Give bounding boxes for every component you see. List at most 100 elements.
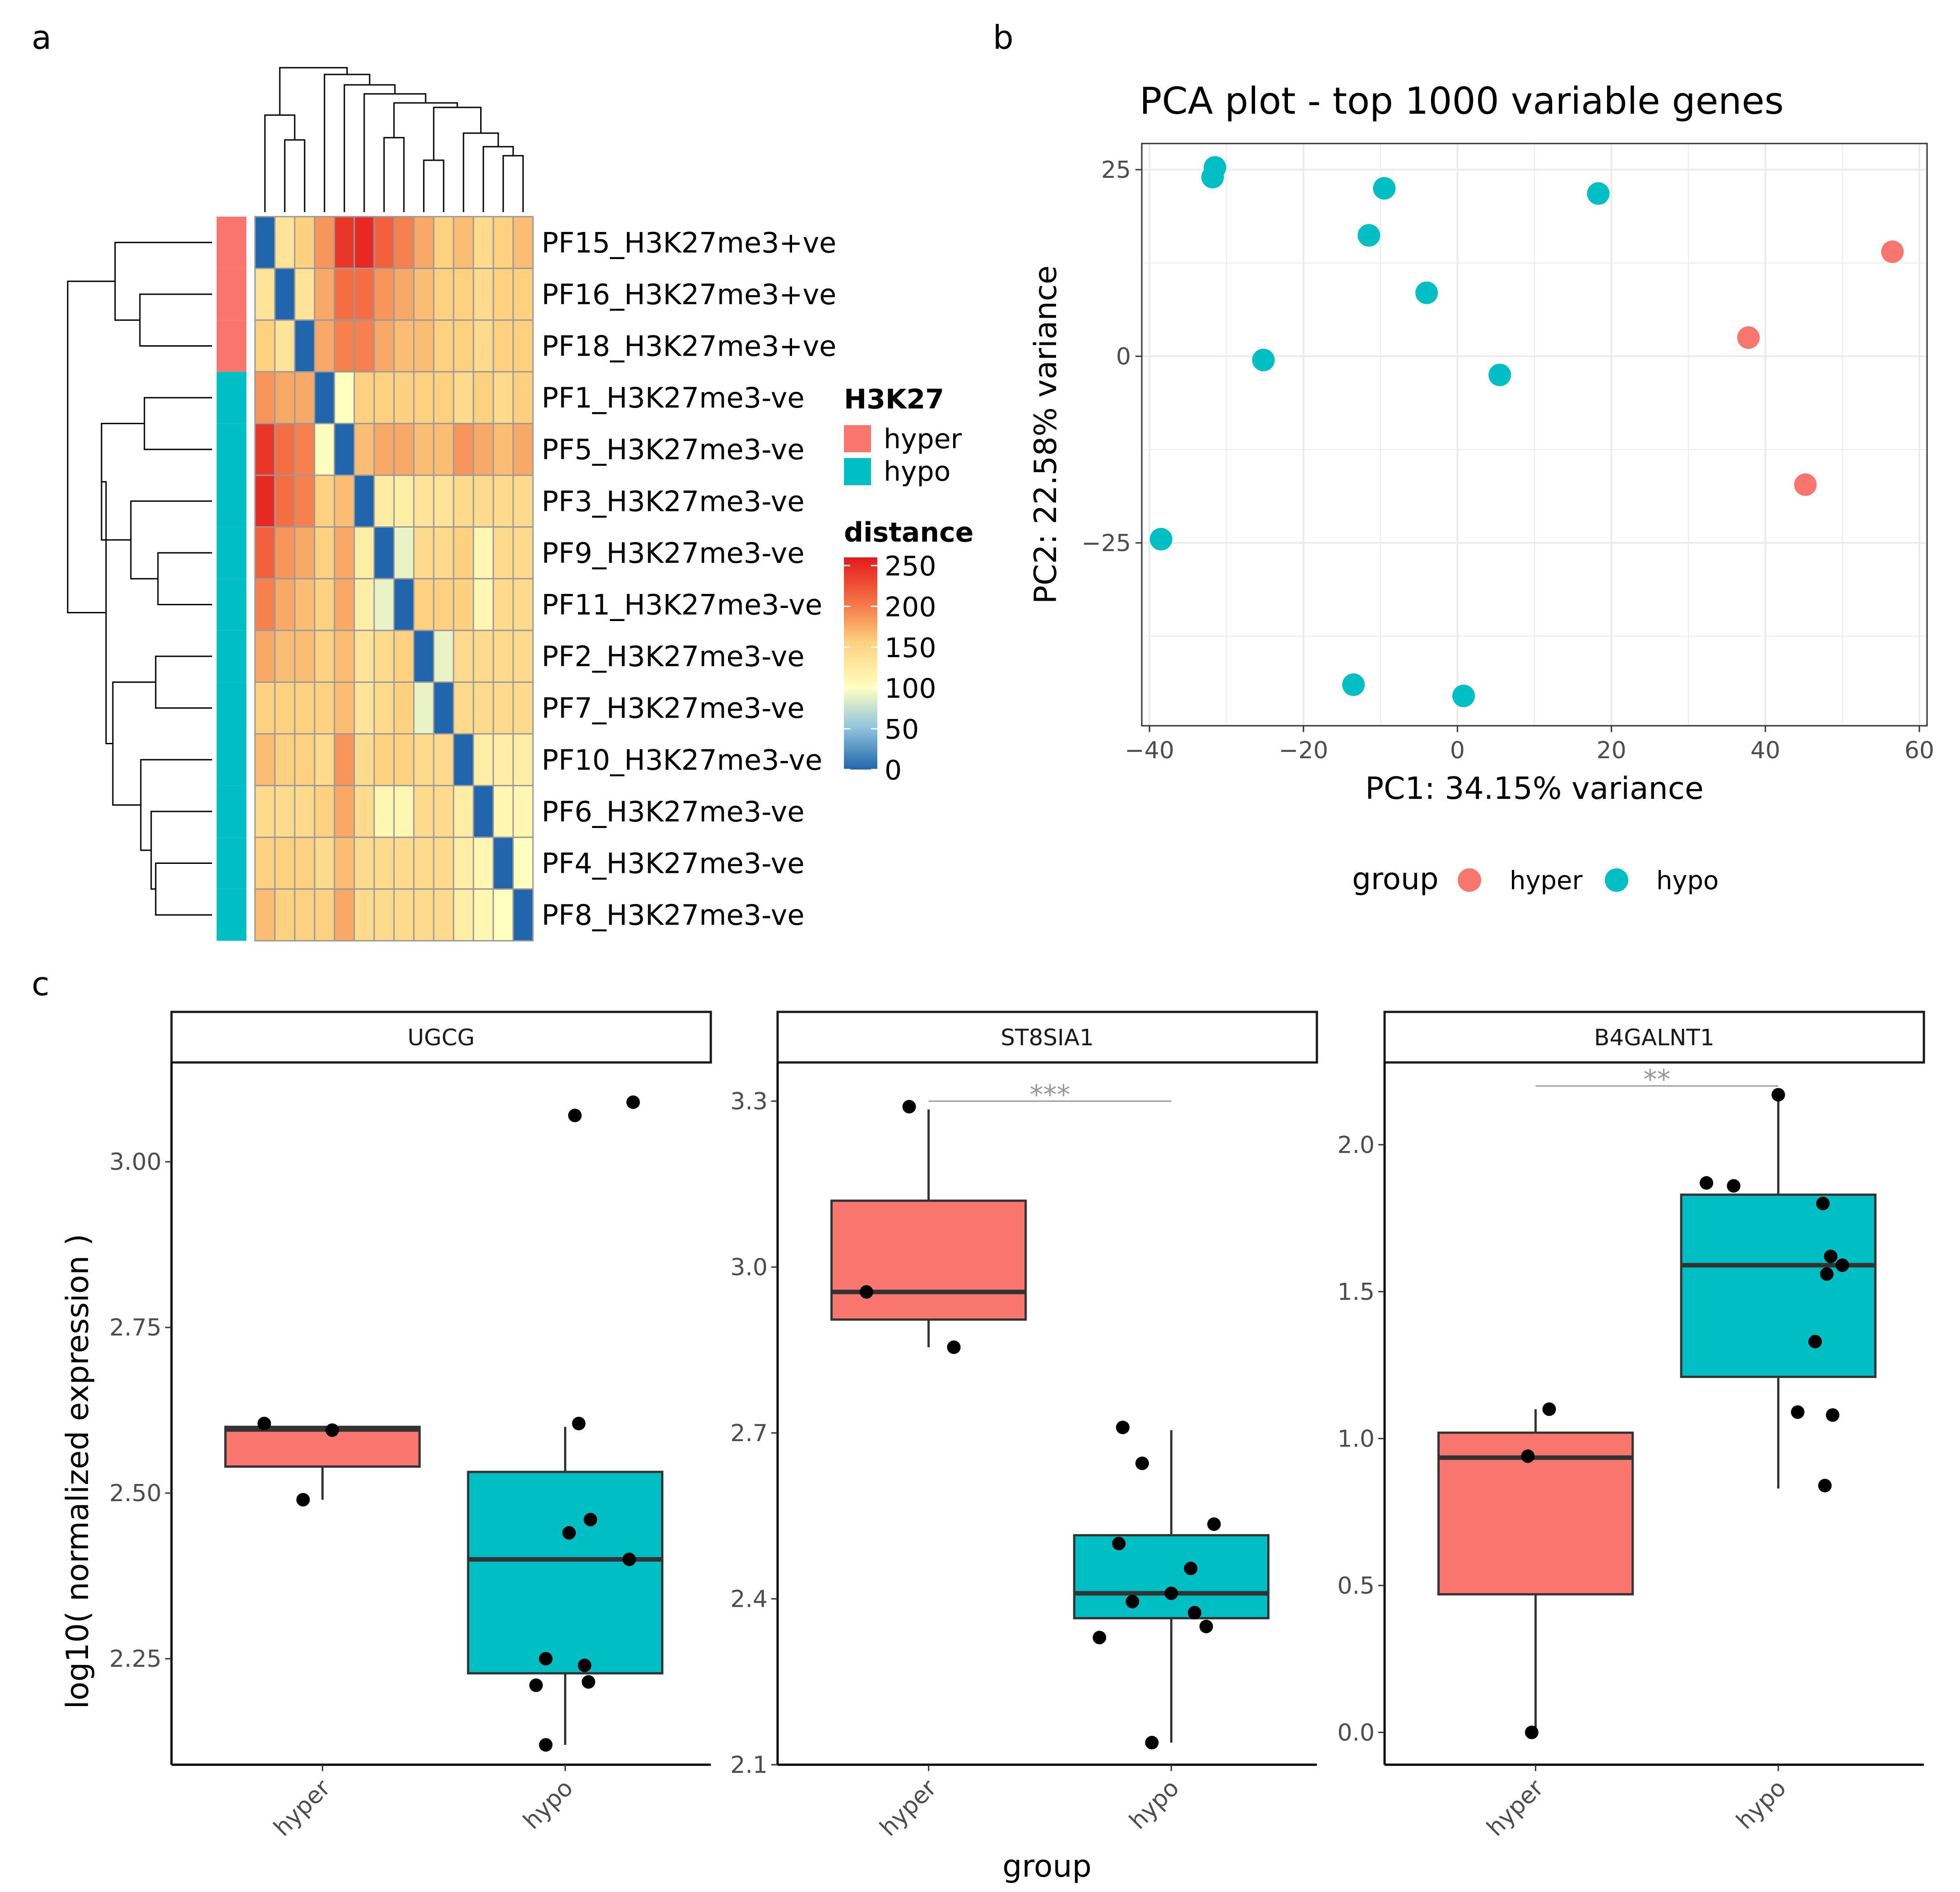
heatmap-cell	[433, 474, 454, 528]
facet-y-tick-label: 2.4	[730, 1586, 768, 1613]
heatmap-cell	[433, 888, 454, 941]
heatmap-cell	[254, 268, 276, 321]
heatmap-row-label: PF5_H3K27me3-ve	[542, 433, 805, 466]
pca-point-hypo	[1149, 528, 1172, 551]
heatmap-cell	[413, 371, 435, 424]
jitter-point-hypo	[1771, 1088, 1785, 1102]
heatmap-cell	[393, 319, 415, 373]
heatmap-cell	[373, 836, 395, 890]
pca-point-hypo	[1415, 281, 1438, 304]
annotation-cell-hypo	[217, 527, 246, 579]
heatmap-cell	[413, 681, 435, 735]
heatmap-row-label: PF16_H3K27me3+ve	[542, 278, 836, 311]
heatmap-cell	[334, 371, 355, 424]
dendrogram-branch	[67, 280, 115, 613]
heatmap-cell	[473, 371, 494, 424]
pca-point-hypo	[1252, 348, 1275, 371]
heatmap-cell	[393, 836, 415, 890]
heatmap-cell	[334, 268, 355, 321]
heatmap-cell	[512, 216, 534, 269]
heatmap-cell	[294, 319, 315, 373]
heatmap-cell	[393, 630, 415, 683]
annotation-legend-title: H3K27	[844, 384, 944, 415]
heatmap-cell	[393, 268, 415, 321]
heatmap-cell	[453, 888, 474, 941]
heatmap-cell	[453, 526, 474, 580]
pca-y-tick-label: 25	[1101, 157, 1131, 184]
pca-point-hypo	[1587, 182, 1610, 205]
heatmap-cell	[373, 630, 395, 683]
annotation-cell-hypo	[217, 371, 246, 424]
jitter-point-hypo	[626, 1095, 640, 1109]
pca-axis-ticks: −40 −20 0 20 40 60 −25 0 25	[1081, 157, 1934, 764]
heatmap-cell	[492, 888, 514, 941]
annotation-cell-hypo	[217, 785, 246, 838]
heatmap-cell	[353, 474, 375, 528]
jitter-point-hypo	[568, 1108, 582, 1122]
heatmap-cell	[473, 422, 494, 476]
heatmap-cell	[433, 578, 454, 631]
heatmap-cell	[353, 578, 375, 631]
heatmap-cell	[512, 319, 534, 373]
heatmap-cell	[274, 630, 296, 683]
heatmap-cell	[413, 526, 435, 580]
pca-legend-key-hyper	[1458, 868, 1481, 892]
heatmap-cell	[314, 422, 335, 476]
heatmap-cell	[274, 371, 296, 424]
heatmap-cell	[314, 578, 335, 631]
heatmap-cell	[274, 785, 296, 838]
heatmap-cell	[492, 836, 514, 890]
significance-label: **	[1643, 1064, 1670, 1095]
pca-point-hyper	[1881, 240, 1904, 263]
heatmap-cell	[492, 578, 514, 631]
pca-point-hypo	[1201, 166, 1224, 189]
heatmap-cell	[353, 268, 375, 321]
jitter-point-hypo	[584, 1512, 598, 1526]
heatmap-cell	[274, 216, 296, 269]
heatmap-cell	[314, 630, 335, 683]
facet-y-tick-label: 2.1	[730, 1752, 768, 1779]
heatmap-cell	[512, 371, 534, 424]
heatmap-cell	[473, 681, 494, 735]
jitter-point-hypo	[539, 1738, 553, 1752]
heatmap-cell	[433, 319, 454, 373]
jitter-point-hyper	[902, 1100, 916, 1114]
heatmap-cell	[473, 785, 494, 838]
heatmap-cell	[254, 681, 276, 735]
facet-y-tick-label: 2.7	[730, 1420, 768, 1447]
heatmap-cell	[254, 371, 276, 424]
heatmap-cell	[373, 474, 395, 528]
heatmap-cell	[373, 422, 395, 476]
heatmap-panel: PF15_H3K27me3+ve PF16_H3K27me3+ve PF18_H3K…	[67, 67, 973, 941]
pca-point-hypo	[1452, 684, 1475, 707]
heatmap-cell	[433, 681, 454, 735]
heatmap-cell	[393, 526, 415, 580]
heatmap-cell	[353, 216, 375, 269]
panel-label-c: c	[32, 965, 50, 1003]
pca-y-tick-label: −25	[1081, 530, 1131, 557]
heatmap-cell	[334, 888, 355, 941]
heatmap-cell	[492, 474, 514, 528]
heatmap-cell	[254, 526, 276, 580]
jitter-point-hypo	[1826, 1408, 1840, 1422]
jitter-point-hyper	[859, 1285, 873, 1299]
heatmap-cell	[373, 733, 395, 787]
heatmap-cell	[433, 836, 454, 890]
facet-strip-label: ST8SIA1	[1001, 1025, 1094, 1051]
heatmap-cell	[512, 836, 534, 890]
heatmap-cell	[492, 526, 514, 580]
pca-x-tick-label: 40	[1751, 737, 1780, 764]
heatmap-cell	[373, 216, 395, 269]
heatmap-cell	[373, 526, 395, 580]
heatmap-row-label: PF4_H3K27me3-ve	[542, 847, 805, 880]
panel-label-b: b	[993, 19, 1014, 56]
heatmap-cell	[512, 422, 534, 476]
heatmap-cell	[294, 526, 315, 580]
heatmap-cell	[393, 422, 415, 476]
box-hypo	[467, 1470, 663, 1674]
heatmap-cell	[254, 216, 276, 269]
facet-strip	[170, 1011, 712, 1064]
jitter-point-hypo	[1187, 1606, 1201, 1620]
heatmap-cell	[334, 733, 355, 787]
